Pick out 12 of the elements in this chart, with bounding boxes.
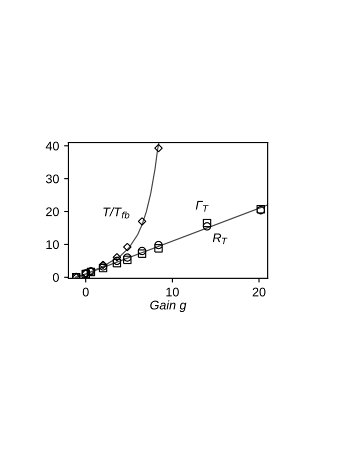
y-tick-label: 30 bbox=[46, 174, 59, 184]
y-tick-label: 20 bbox=[46, 207, 59, 216]
annotation: R$_{T}$ bbox=[212, 234, 228, 244]
y-tick-label: 0 bbox=[52, 273, 59, 282]
x-tick-label: 20 bbox=[252, 288, 266, 296]
y-tick-label: 10 bbox=[46, 240, 59, 250]
y-tick-label: 40 bbox=[46, 142, 59, 150]
x-tick-label: 10 bbox=[166, 288, 179, 296]
x-axis-title: Gain g bbox=[150, 300, 186, 312]
x-tick-label: 0 bbox=[82, 288, 89, 296]
annotation: T/T$_{fb}$ bbox=[103, 207, 130, 218]
annotation: Γ$_{T}$ bbox=[196, 200, 209, 212]
